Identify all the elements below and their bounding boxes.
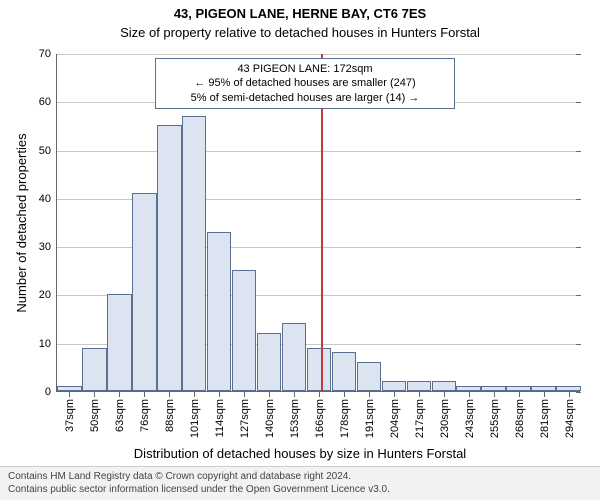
ytick-mark bbox=[576, 344, 581, 345]
xtick-mark bbox=[294, 392, 295, 397]
xtick-mark bbox=[419, 392, 420, 397]
histogram-bar bbox=[57, 386, 81, 391]
histogram-bar bbox=[556, 386, 580, 391]
xtick-label: 230sqm bbox=[437, 399, 451, 438]
xtick-mark bbox=[369, 392, 370, 397]
histogram-bar bbox=[481, 386, 505, 391]
xtick-mark bbox=[494, 392, 495, 397]
chart-title-sub: Size of property relative to detached ho… bbox=[0, 25, 600, 40]
xtick-mark bbox=[444, 392, 445, 397]
ytick-label: 0 bbox=[45, 386, 57, 398]
footer-attribution: Contains HM Land Registry data © Crown c… bbox=[0, 466, 600, 500]
xtick-label: 101sqm bbox=[187, 399, 201, 438]
xtick-label: 191sqm bbox=[362, 399, 376, 438]
ytick-mark bbox=[576, 247, 581, 248]
histogram-bar bbox=[82, 348, 106, 391]
xtick-label: 37sqm bbox=[62, 399, 76, 432]
histogram-bar bbox=[506, 386, 530, 391]
histogram-bar bbox=[132, 193, 156, 391]
histogram-bar bbox=[432, 381, 456, 391]
histogram-bar bbox=[257, 333, 281, 391]
xtick-mark bbox=[119, 392, 120, 397]
ytick-label: 20 bbox=[39, 289, 57, 301]
xtick-mark bbox=[194, 392, 195, 397]
ytick-label: 50 bbox=[39, 145, 57, 157]
ytick-label: 10 bbox=[39, 338, 57, 350]
xtick-label: 217sqm bbox=[412, 399, 426, 438]
footer-line2: Contains public sector information licen… bbox=[8, 484, 592, 497]
annotation-line1: 43 PIGEON LANE: 172sqm bbox=[164, 62, 446, 76]
xtick-label: 127sqm bbox=[237, 399, 251, 438]
xtick-mark bbox=[344, 392, 345, 397]
histogram-bar bbox=[332, 352, 356, 391]
ytick-label: 70 bbox=[39, 48, 57, 60]
gridline bbox=[57, 151, 580, 152]
histogram-bar bbox=[307, 348, 331, 391]
ytick-mark bbox=[576, 199, 581, 200]
ytick-mark bbox=[576, 54, 581, 55]
xtick-mark bbox=[269, 392, 270, 397]
xtick-label: 243sqm bbox=[462, 399, 476, 438]
histogram-bar bbox=[207, 232, 231, 391]
ytick-mark bbox=[576, 392, 581, 393]
xtick-mark bbox=[544, 392, 545, 397]
histogram-bar bbox=[456, 386, 480, 391]
xtick-mark bbox=[69, 392, 70, 397]
xtick-label: 166sqm bbox=[312, 399, 326, 438]
xtick-label: 88sqm bbox=[162, 399, 176, 432]
histogram-bar bbox=[357, 362, 381, 391]
histogram-bar bbox=[282, 323, 306, 391]
xtick-label: 63sqm bbox=[112, 399, 126, 432]
xtick-label: 255sqm bbox=[487, 399, 501, 438]
histogram-bar bbox=[182, 116, 206, 391]
gridline bbox=[57, 54, 580, 55]
reference-annotation: 43 PIGEON LANE: 172sqm ← 95% of detached… bbox=[155, 58, 455, 109]
histogram-bar bbox=[232, 270, 256, 391]
histogram-bar bbox=[531, 386, 555, 391]
xtick-label: 204sqm bbox=[387, 399, 401, 438]
xtick-label: 268sqm bbox=[512, 399, 526, 438]
histogram-bar bbox=[107, 294, 131, 391]
xtick-mark bbox=[144, 392, 145, 397]
xtick-label: 140sqm bbox=[262, 399, 276, 438]
xtick-label: 50sqm bbox=[87, 399, 101, 432]
histogram-bar bbox=[407, 381, 431, 391]
annotation-line2: ← 95% of detached houses are smaller (24… bbox=[164, 76, 446, 90]
chart-title-address: 43, PIGEON LANE, HERNE BAY, CT6 7ES bbox=[0, 6, 600, 21]
xtick-label: 153sqm bbox=[287, 399, 301, 438]
x-axis-label: Distribution of detached houses by size … bbox=[0, 446, 600, 461]
xtick-mark bbox=[219, 392, 220, 397]
xtick-label: 294sqm bbox=[562, 399, 576, 438]
xtick-label: 281sqm bbox=[537, 399, 551, 438]
xtick-mark bbox=[169, 392, 170, 397]
chart-container: 43, PIGEON LANE, HERNE BAY, CT6 7ES Size… bbox=[0, 0, 600, 500]
plot-area: 01020304050607037sqm50sqm63sqm76sqm88sqm… bbox=[56, 54, 580, 392]
histogram-bar bbox=[157, 125, 181, 391]
xtick-label: 76sqm bbox=[137, 399, 151, 432]
ytick-label: 60 bbox=[39, 96, 57, 108]
xtick-mark bbox=[519, 392, 520, 397]
xtick-label: 178sqm bbox=[337, 399, 351, 438]
y-axis-label: Number of detached properties bbox=[14, 54, 29, 392]
xtick-mark bbox=[319, 392, 320, 397]
ytick-label: 40 bbox=[39, 193, 57, 205]
histogram-bar bbox=[382, 381, 406, 391]
xtick-mark bbox=[569, 392, 570, 397]
ytick-mark bbox=[576, 151, 581, 152]
ytick-label: 30 bbox=[39, 241, 57, 253]
xtick-mark bbox=[94, 392, 95, 397]
footer-line1: Contains HM Land Registry data © Crown c… bbox=[8, 471, 592, 484]
ytick-mark bbox=[576, 102, 581, 103]
annotation-line3: 5% of semi-detached houses are larger (1… bbox=[164, 91, 446, 105]
xtick-label: 114sqm bbox=[212, 399, 226, 437]
xtick-mark bbox=[469, 392, 470, 397]
xtick-mark bbox=[394, 392, 395, 397]
xtick-mark bbox=[244, 392, 245, 397]
ytick-mark bbox=[576, 295, 581, 296]
